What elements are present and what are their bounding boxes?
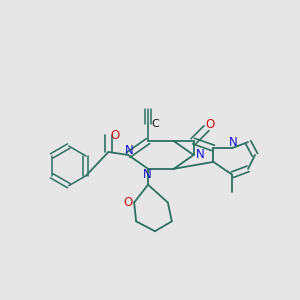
Text: O: O (206, 118, 215, 131)
Text: N: N (196, 148, 205, 161)
Text: N: N (125, 143, 134, 157)
Text: O: O (111, 129, 120, 142)
Text: N: N (143, 168, 152, 181)
Text: N: N (229, 136, 238, 148)
Text: O: O (124, 196, 133, 209)
Text: C: C (151, 119, 159, 129)
